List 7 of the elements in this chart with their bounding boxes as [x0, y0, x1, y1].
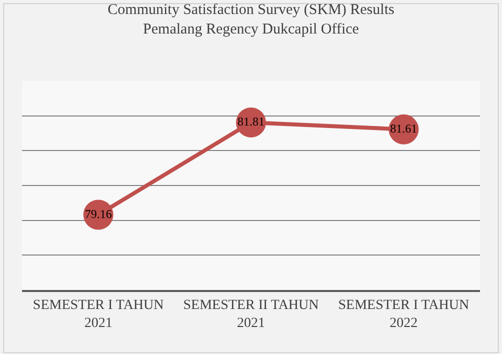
chart-title: Community Satisfaction Survey (SKM) Results Pemalang Regency Dukcapil Office — [108, 2, 394, 38]
x-tick-label: SEMESTER I TAHUN 2022 — [338, 298, 470, 331]
data-label: 81.61 — [390, 121, 418, 136]
data-label: 81.81 — [238, 114, 264, 128]
x-tick-label: SEMESTER II TAHUN 2021 — [183, 298, 319, 331]
x-tick-label: SEMESTER I TAHUN 2021 — [32, 298, 164, 331]
data-label: 79.16 — [84, 206, 112, 221]
